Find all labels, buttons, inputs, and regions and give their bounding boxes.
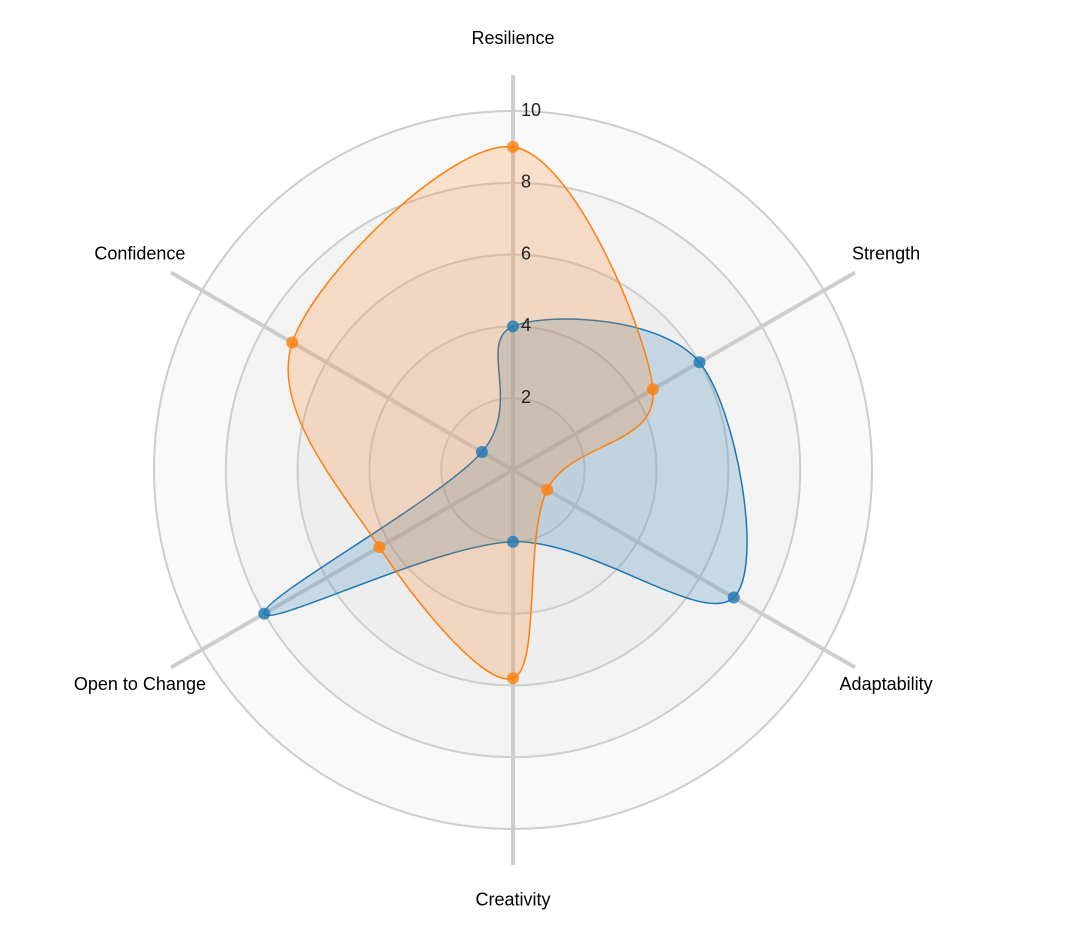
data-point-2 <box>373 541 386 554</box>
axis-label: Strength <box>852 243 920 263</box>
data-point-2 <box>646 383 659 396</box>
axis-label: Open to Change <box>74 674 206 694</box>
data-point-1 <box>693 356 706 369</box>
data-point-2 <box>541 483 554 496</box>
axis-label: Resilience <box>471 28 554 48</box>
data-point-1 <box>258 607 271 620</box>
axis-line <box>170 270 515 472</box>
data-point-1 <box>507 535 519 548</box>
tick-label: 8 <box>521 172 531 192</box>
axis-line <box>170 468 515 670</box>
tick-label: 2 <box>521 387 531 407</box>
data-point-1 <box>475 446 488 459</box>
axis-line <box>511 468 856 670</box>
axis-line <box>511 270 856 472</box>
axis-label: Creativity <box>475 890 550 910</box>
axis-label: Adaptability <box>840 674 933 694</box>
data-point-1 <box>727 591 740 604</box>
data-point-2 <box>286 336 299 349</box>
tick-label: 4 <box>521 315 531 335</box>
tick-label: 10 <box>521 100 541 120</box>
data-point-2 <box>507 672 519 685</box>
tick-label: 6 <box>521 243 531 263</box>
axis-label: Confidence <box>94 243 185 263</box>
data-point-1 <box>507 320 519 333</box>
data-point-2 <box>507 140 519 153</box>
